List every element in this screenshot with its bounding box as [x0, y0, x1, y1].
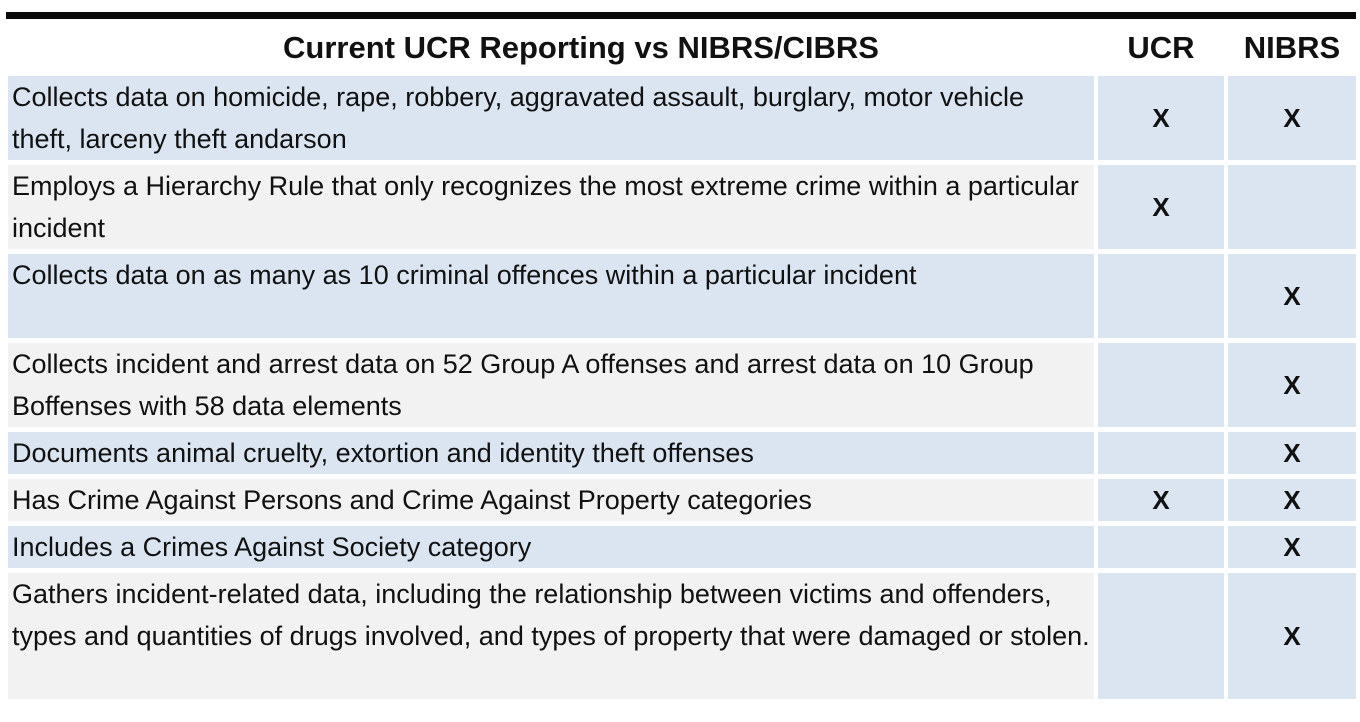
row-description: Collects incident and arrest data on 52 …: [8, 343, 1094, 427]
row-description: Documents animal cruelty, extortion and …: [8, 432, 1094, 474]
nibrs-mark: X: [1228, 254, 1356, 338]
ucr-mark: X: [1098, 165, 1224, 249]
table-row: Collects incident and arrest data on 52 …: [8, 343, 1356, 427]
nibrs-mark: [1228, 165, 1356, 249]
table-row: Employs a Hierarchy Rule that only recog…: [8, 165, 1356, 249]
table-row: Gathers incident-related data, including…: [8, 573, 1356, 699]
header-ucr: UCR: [1098, 25, 1224, 71]
table-row: Includes a Crimes Against Society catego…: [8, 526, 1356, 568]
table-row: Has Crime Against Persons and Crime Agai…: [8, 479, 1356, 521]
comparison-table: Current UCR Reporting vs NIBRS/CIBRS UCR…: [4, 20, 1360, 704]
nibrs-mark: X: [1228, 343, 1356, 427]
table-row: Collects data on homicide, rape, robbery…: [8, 76, 1356, 160]
ucr-mark: [1098, 343, 1224, 427]
ucr-mark: [1098, 254, 1224, 338]
ucr-mark: X: [1098, 76, 1224, 160]
nibrs-mark: X: [1228, 76, 1356, 160]
header-description: Current UCR Reporting vs NIBRS/CIBRS: [8, 25, 1094, 71]
row-description: Has Crime Against Persons and Crime Agai…: [8, 479, 1094, 521]
table-row: Documents animal cruelty, extortion and …: [8, 432, 1356, 474]
ucr-mark: [1098, 526, 1224, 568]
nibrs-mark: X: [1228, 526, 1356, 568]
row-description: Gathers incident-related data, including…: [8, 573, 1094, 699]
top-rule: [6, 12, 1356, 19]
row-description: Collects data on as many as 10 criminal …: [8, 254, 1094, 338]
nibrs-mark: X: [1228, 573, 1356, 699]
row-description: Collects data on homicide, rape, robbery…: [8, 76, 1094, 160]
ucr-mark: [1098, 432, 1224, 474]
header-nibrs: NIBRS: [1228, 25, 1356, 71]
header-row: Current UCR Reporting vs NIBRS/CIBRS UCR…: [8, 25, 1356, 71]
row-description: Includes a Crimes Against Society catego…: [8, 526, 1094, 568]
ucr-mark: X: [1098, 479, 1224, 521]
nibrs-mark: X: [1228, 479, 1356, 521]
table-row: Collects data on as many as 10 criminal …: [8, 254, 1356, 338]
nibrs-mark: X: [1228, 432, 1356, 474]
ucr-mark: [1098, 573, 1224, 699]
row-description: Employs a Hierarchy Rule that only recog…: [8, 165, 1094, 249]
